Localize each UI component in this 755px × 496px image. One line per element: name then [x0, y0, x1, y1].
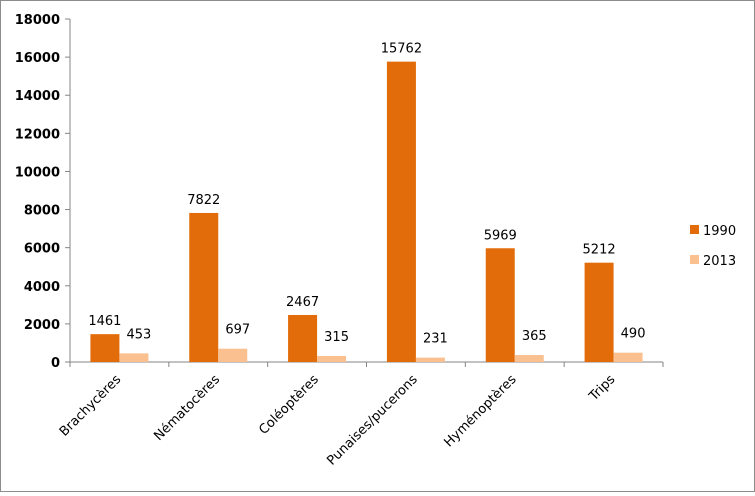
- y-tick-label: 6000: [24, 242, 60, 257]
- data-label: 7822: [187, 193, 220, 208]
- x-tick-label: Nématocères: [151, 372, 223, 444]
- data-label: 5969: [484, 228, 517, 243]
- legend-label: 1990: [703, 224, 736, 239]
- data-label: 2467: [286, 295, 319, 310]
- bar-2013: [119, 353, 149, 362]
- bar-2013: [415, 357, 445, 362]
- data-label: 1461: [88, 314, 121, 329]
- data-label: 697: [225, 323, 250, 338]
- data-label: 453: [127, 327, 152, 342]
- x-tick-label: Coléoptères: [256, 372, 322, 438]
- bar-2013: [613, 352, 643, 362]
- data-label: 231: [423, 332, 448, 347]
- bar-1990: [584, 262, 614, 362]
- data-label: 365: [522, 329, 547, 344]
- bar-2013: [514, 355, 544, 362]
- x-tick-label: Brachycères: [57, 372, 125, 440]
- y-tick-label: 18000: [15, 13, 60, 28]
- bars: [90, 61, 643, 362]
- y-tick-label: 0: [51, 356, 60, 371]
- legend-swatch: [690, 225, 699, 234]
- data-label: 5212: [583, 243, 616, 258]
- y-tick-label: 2000: [24, 318, 60, 333]
- x-tick-label: Trips: [586, 372, 619, 405]
- data-label: 315: [324, 330, 349, 345]
- y-tick-label: 16000: [15, 51, 60, 66]
- y-tick-label: 14000: [15, 89, 60, 104]
- legend-label: 2013: [703, 254, 736, 269]
- bar-1990: [288, 314, 318, 362]
- legend: 1990 2013: [690, 224, 736, 269]
- x-tick-label: Hyménoptères: [441, 372, 519, 450]
- x-tick-label: Punaises/pucerons: [324, 372, 421, 469]
- data-label: 490: [621, 327, 646, 342]
- bar-1990: [386, 61, 416, 362]
- y-tick-label: 12000: [15, 127, 60, 142]
- y-tick-label: 4000: [24, 280, 60, 295]
- data-label: 15762: [381, 42, 422, 57]
- bar-2013: [218, 348, 248, 362]
- y-tick-label: 8000: [24, 204, 60, 219]
- bar-1990: [90, 334, 120, 362]
- data-labels: 1461 453 7822 697 2467 315 15762 231 5969 365 5212…: [88, 42, 645, 347]
- legend-swatch: [690, 255, 699, 264]
- bar-2013: [317, 355, 347, 362]
- axes: 0 2000 4000 6000 8000 10000 12000 14000 16000 180…: [15, 13, 664, 469]
- bar-1990: [485, 248, 515, 362]
- y-tick-label: 10000: [15, 165, 60, 180]
- bar-1990: [189, 212, 219, 362]
